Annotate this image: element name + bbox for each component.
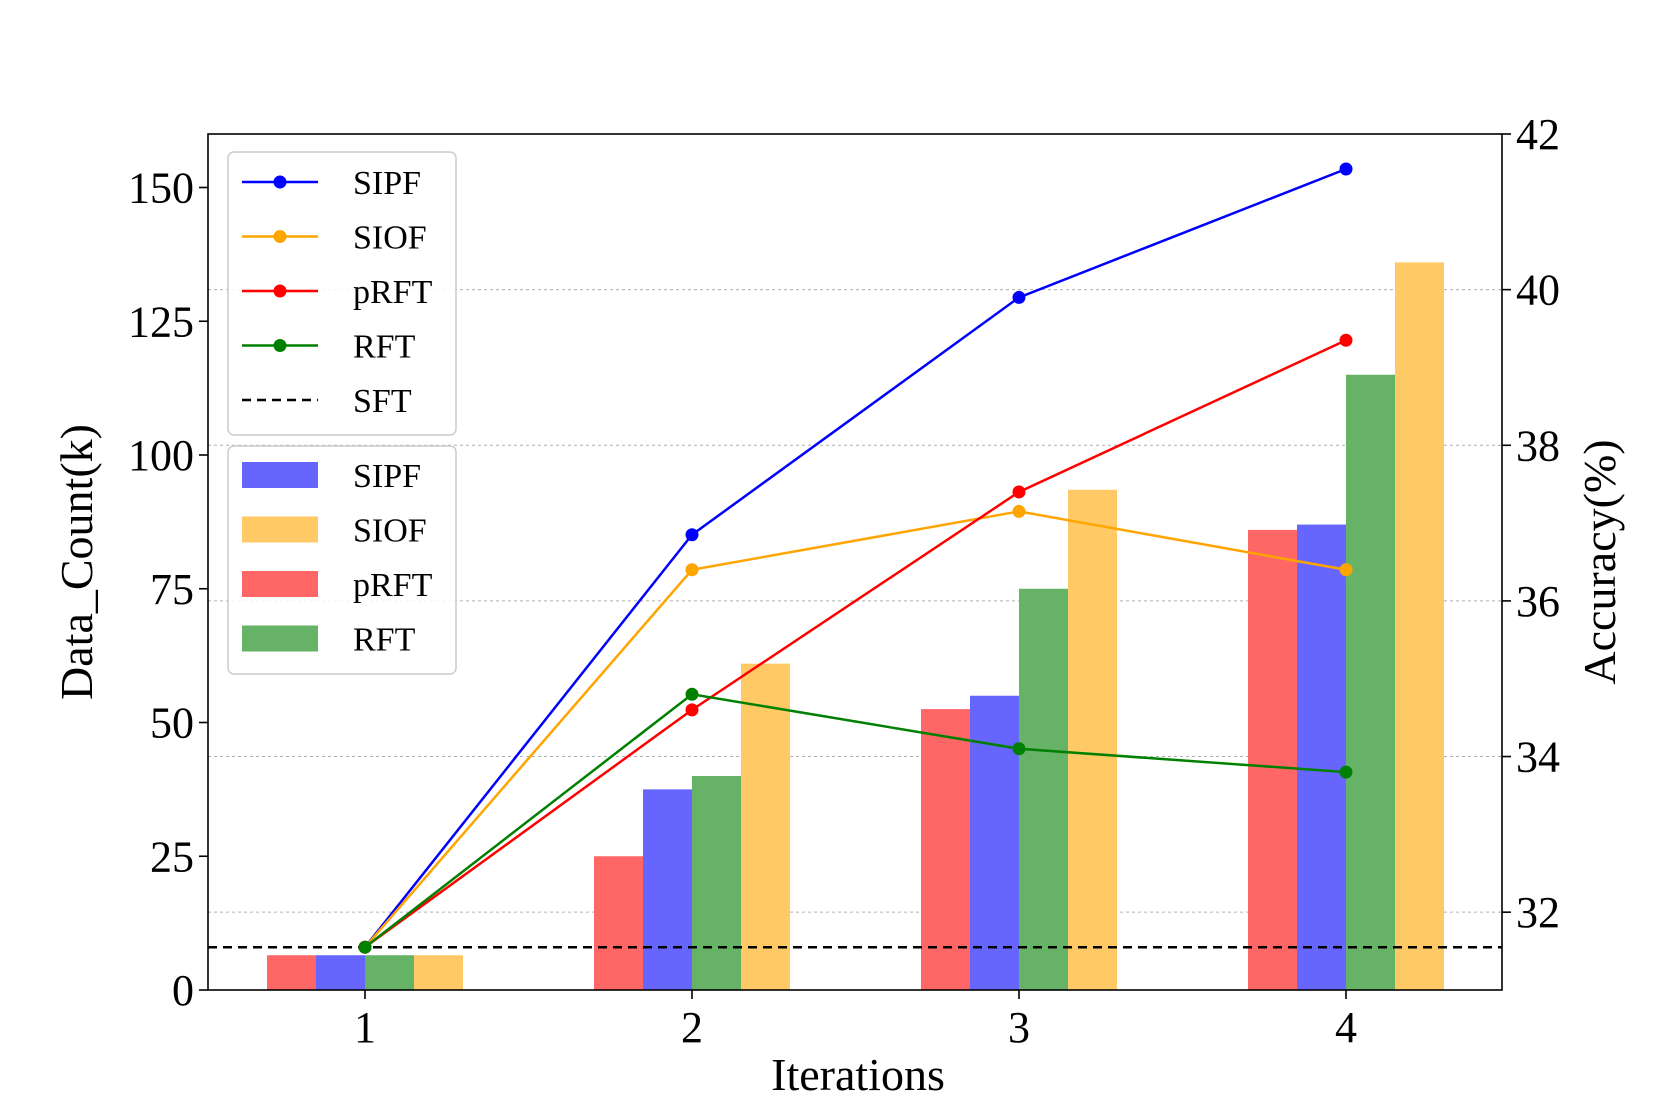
legend-marker-prft (273, 284, 287, 298)
legend-bar-swatch-rft (242, 625, 318, 652)
bar-sipf-iter-1 (316, 955, 365, 990)
bar-rft-iter-2 (692, 776, 741, 990)
point-prft-iter-3 (1012, 485, 1026, 499)
left-y-axis-title: Data_Count(k) (51, 424, 102, 700)
legend-line-label-siof: SIOF (353, 220, 427, 257)
point-rft-iter-3 (1012, 742, 1026, 756)
legend-bar-swatch-siof (242, 516, 318, 543)
point-siof-iter-3 (1012, 504, 1026, 518)
bar-sipf-iter-2 (643, 789, 692, 990)
legend-bar-label-sipf: SIPF (353, 458, 421, 495)
bars (267, 262, 1444, 990)
bar-siof-iter-4 (1395, 262, 1444, 990)
left-y-tick-label-150: 150 (128, 164, 194, 213)
plot-frame (207, 133, 1503, 991)
right-y-tick-label-40: 40 (1516, 266, 1560, 315)
point-rft-iter-4 (1339, 765, 1353, 779)
bar-sipf-iter-3 (970, 695, 1019, 990)
right-y-tick-label-42: 42 (1516, 110, 1560, 159)
legend-line-label-prft: pRFT (353, 274, 433, 311)
legend-bar-swatch-prft (242, 571, 318, 597)
legend-frame (227, 445, 457, 675)
left-y-tick-label-125: 125 (128, 297, 194, 346)
legend-frame (227, 151, 457, 436)
point-sipf-iter-2 (685, 528, 699, 542)
bar-legend: SIPF SIOF pRFT RFT (227, 445, 457, 675)
x-tick-label-4: 4 (1335, 1003, 1357, 1052)
bar-prft-iter-1 (267, 955, 316, 990)
legend-bar-label-prft: pRFT (353, 567, 433, 604)
bar-prft-iter-4 (1248, 529, 1297, 990)
bar-sipf-iter-4 (1297, 524, 1346, 990)
bar-rft-iter-4 (1346, 374, 1395, 990)
line-prft (364, 339, 1347, 949)
left-y-tick-label-100: 100 (128, 431, 194, 480)
x-tick-label-2: 2 (681, 1003, 703, 1052)
point-prft-iter-4 (1339, 333, 1353, 347)
legend-line-label-rft: RFT (353, 329, 416, 366)
left-y-tick-label-25: 25 (150, 832, 194, 881)
x-tick-label-3: 3 (1008, 1003, 1030, 1052)
line-siof (364, 510, 1347, 949)
right-y-tick-label-32: 32 (1516, 888, 1560, 937)
point-sipf-iter-4 (1339, 162, 1353, 176)
legend-line-label-sipf: SIPF (353, 165, 421, 202)
accuracy-lines (358, 162, 1353, 954)
axes (207, 133, 1503, 991)
right-y-tick-label-38: 38 (1516, 421, 1560, 470)
legend-bar-label-rft: RFT (353, 622, 416, 659)
line-legend: SIPF SIOF pRFT RFT SFT (227, 151, 457, 436)
bar-prft-iter-3 (921, 709, 970, 990)
legend-bar-label-siof: SIOF (353, 513, 427, 550)
left-y-tick-label-0: 0 (172, 966, 194, 1015)
legend-marker-siof (273, 230, 287, 243)
left-y-tick-label-50: 50 (150, 699, 194, 748)
line-rft (364, 692, 1347, 949)
legend-bar-swatch-sipf (242, 462, 318, 488)
right-y-tick-label-34: 34 (1516, 733, 1560, 782)
bar-rft-iter-3 (1019, 588, 1068, 990)
left-y-tick-label-75: 75 (150, 565, 194, 614)
bar-rft-iter-1 (365, 955, 414, 990)
bar-siof-iter-2 (741, 663, 790, 990)
right-y-tick-label-36: 36 (1516, 577, 1560, 626)
right-y-axis-title: Accuracy(%) (1574, 439, 1625, 684)
bar-prft-iter-2 (594, 856, 643, 990)
point-prft-iter-2 (685, 703, 699, 717)
point-rft-iter-2 (685, 687, 699, 701)
line-sipf (364, 167, 1347, 948)
bar-siof-iter-1 (414, 955, 463, 990)
point-siof-iter-4 (1339, 563, 1353, 577)
bar-siof-iter-3 (1068, 489, 1117, 990)
point-siof-iter-2 (685, 563, 699, 577)
legend-marker-sipf (273, 175, 287, 189)
x-axis-title: Iterations (771, 1049, 945, 1100)
point-rft-iter-1 (358, 940, 372, 954)
x-tick-label-1: 1 (354, 1003, 376, 1052)
legend-line-label-sft: SFT (353, 383, 412, 420)
legend-marker-rft (273, 339, 287, 352)
point-sipf-iter-3 (1012, 290, 1026, 304)
